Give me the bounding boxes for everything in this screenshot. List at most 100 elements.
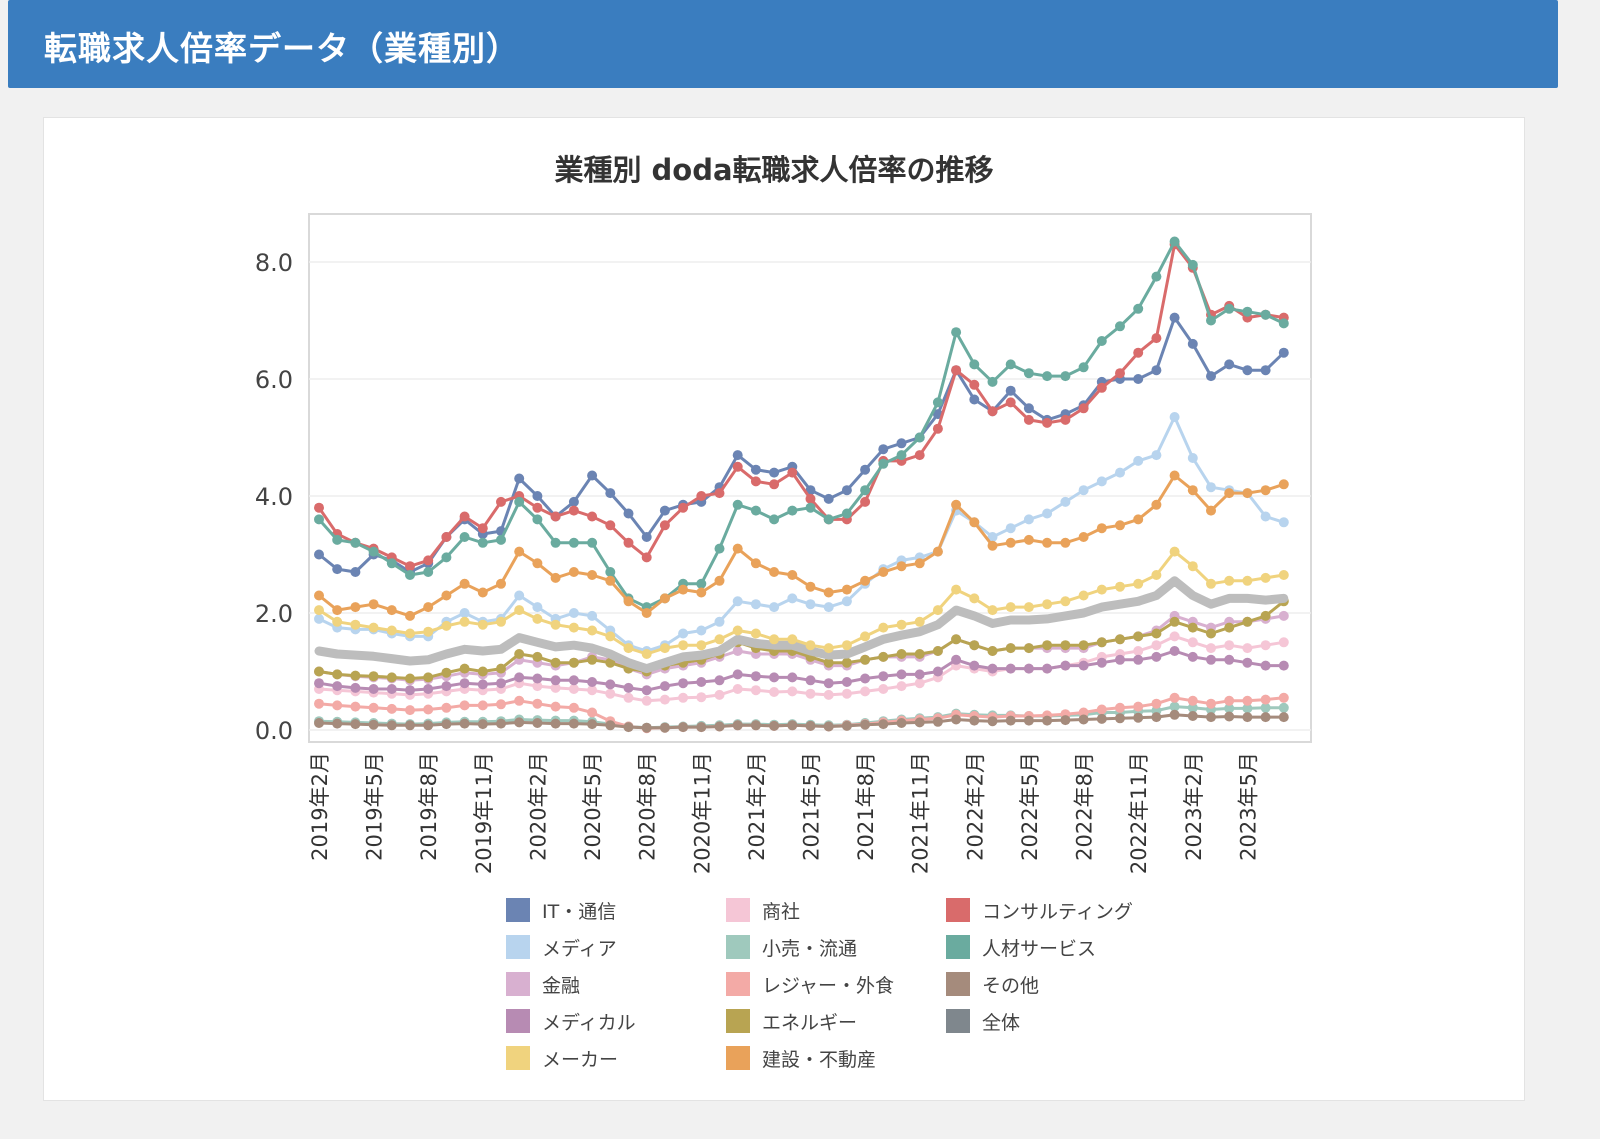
data-point: [1260, 660, 1271, 671]
data-point: [405, 705, 415, 716]
data-point: [1005, 663, 1016, 674]
data-point: [350, 537, 361, 548]
data-point: [477, 679, 488, 690]
data-point: [896, 619, 907, 630]
data-point: [496, 534, 506, 545]
data-point: [750, 671, 761, 682]
legend-swatch: [506, 898, 530, 922]
data-point: [787, 720, 798, 731]
x-tick-label: 2021年11月: [909, 752, 933, 874]
data-point: [332, 669, 343, 680]
data-point: [1206, 712, 1216, 723]
legend-label: エネルギー: [762, 1011, 858, 1034]
data-point: [1206, 643, 1216, 654]
data-point: [386, 684, 397, 694]
data-point: [678, 502, 689, 513]
data-point: [805, 720, 816, 731]
data-point: [1260, 610, 1271, 621]
data-point: [823, 493, 834, 504]
data-point: [587, 537, 598, 548]
data-point: [823, 678, 834, 689]
data-point: [587, 677, 598, 687]
data-point: [750, 558, 761, 569]
legend-item: 建設・不動産: [726, 1044, 876, 1072]
data-point: [587, 719, 598, 730]
data-point: [496, 616, 506, 627]
data-point: [550, 701, 561, 712]
data-point: [787, 672, 798, 683]
data-point: [969, 715, 980, 726]
data-point: [532, 491, 543, 501]
data-point: [1151, 450, 1162, 461]
data-point: [914, 717, 925, 728]
data-point: [514, 496, 525, 507]
data-point: [1042, 417, 1053, 428]
data-point: [459, 663, 470, 674]
legend-label: IT・通信: [542, 900, 617, 923]
data-point: [496, 718, 506, 729]
data-point: [860, 631, 871, 642]
chart-legend: IT・通信 商社 コンサルティング メディア 小売・流通 人材サービス 金融 レジャー・外食 そ…: [506, 896, 1226, 1086]
data-point: [805, 675, 816, 686]
data-point: [477, 537, 488, 548]
data-point: [678, 628, 689, 639]
data-point: [314, 590, 324, 601]
data-point: [386, 703, 397, 714]
data-point: [1260, 640, 1271, 651]
data-point: [532, 502, 543, 513]
data-point: [841, 584, 852, 595]
data-point: [1224, 622, 1235, 633]
data-point: [550, 675, 561, 686]
legend-item: 商社: [726, 896, 800, 924]
data-point: [587, 511, 598, 522]
data-point: [1242, 695, 1253, 706]
data-point: [696, 677, 707, 687]
series: [314, 646, 1289, 696]
data-point: [1187, 561, 1198, 572]
data-point: [678, 640, 689, 651]
data-point: [1278, 692, 1289, 703]
data-point: [1115, 581, 1125, 592]
data-point: [514, 473, 525, 484]
x-tick-label: 2019年2月: [308, 752, 332, 861]
data-point: [1278, 318, 1289, 329]
data-point: [1187, 338, 1198, 349]
data-point: [496, 578, 506, 589]
legend-swatch: [726, 1046, 750, 1070]
y-tick-label: 2.0: [255, 600, 293, 628]
data-point: [1260, 572, 1271, 583]
data-point: [696, 587, 707, 598]
data-point: [641, 649, 652, 659]
data-point: [896, 561, 907, 572]
data-point: [732, 461, 743, 472]
data-point: [732, 669, 743, 680]
data-point: [1151, 712, 1162, 723]
data-point: [823, 587, 834, 598]
data-point: [750, 464, 761, 475]
data-point: [1260, 712, 1271, 723]
data-point: [914, 450, 925, 461]
data-point: [1078, 532, 1089, 542]
data-point: [459, 532, 470, 542]
data-point: [860, 654, 871, 665]
data-point: [678, 692, 689, 703]
data-point: [1078, 660, 1089, 671]
data-point: [1206, 654, 1216, 665]
data-point: [1078, 590, 1089, 601]
data-point: [1042, 599, 1053, 610]
data-point: [1115, 702, 1125, 713]
data-point: [1023, 602, 1034, 613]
data-point: [1115, 713, 1125, 724]
data-point: [332, 605, 343, 616]
data-point: [568, 608, 579, 618]
legend-label: 小売・流通: [762, 937, 858, 960]
data-point: [587, 625, 598, 636]
data-point: [732, 596, 743, 607]
data-point: [932, 646, 943, 656]
data-point: [1042, 537, 1053, 548]
y-tick-label: 8.0: [255, 249, 293, 277]
data-point: [1242, 488, 1253, 499]
data-point: [914, 432, 925, 443]
data-point: [386, 605, 397, 616]
data-point: [532, 602, 543, 613]
